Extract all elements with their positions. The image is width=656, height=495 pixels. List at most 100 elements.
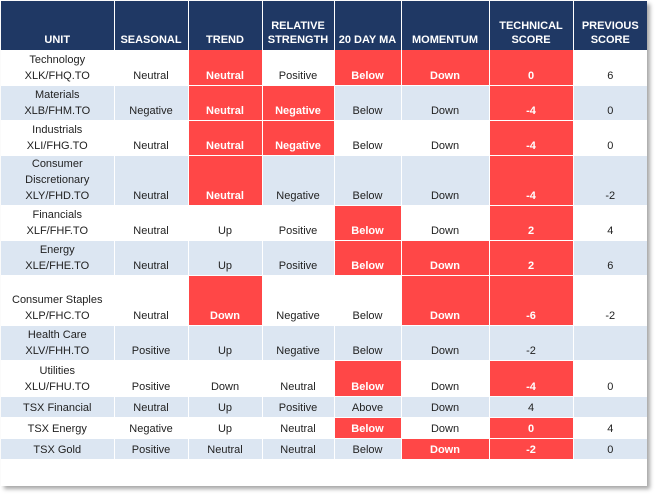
ma20-cell: Below (334, 120, 402, 156)
technical-score-cell: 0 (489, 50, 574, 86)
previous-score-cell: -2 (573, 155, 647, 206)
trend-cell: Up (188, 417, 263, 439)
relative-strength-cell: Negative (262, 155, 335, 206)
technical-score-cell: 2 (489, 240, 574, 276)
unit-line: TSX Energy (27, 422, 87, 435)
momentum-cell: Down (401, 120, 490, 156)
momentum-cell: Down (401, 396, 490, 418)
previous-score-cell: 0 (573, 120, 647, 156)
header-relative-strength: RELATIVE STRENGTH (262, 1, 335, 50)
header-trend: TREND (188, 1, 263, 50)
relative-strength-cell: Neutral (262, 417, 335, 439)
unit-cell: Materials XLB/FHM.TO (1, 85, 115, 121)
seasonal-cell: Neutral (114, 50, 189, 86)
header-technical-score: TECHNICAL SCORE (489, 1, 574, 50)
technical-score-cell: 0 (489, 417, 574, 439)
table-row: Industrials XLI/FHG.TO Neutral Neutral Negat… (1, 120, 647, 156)
momentum-cell: Down (401, 438, 490, 460)
table-row: Technology XLK/FHQ.TO Neutral Neutral Positi… (1, 50, 647, 86)
ma20-cell: Below (334, 360, 402, 397)
unit-line: XLP/FHC.TO (24, 309, 90, 322)
relative-strength-cell: Positive (262, 50, 335, 86)
technical-score-cell: -4 (489, 85, 574, 121)
unit-cell: Energy XLE/FHE.TO (1, 240, 115, 276)
header-20-day-ma: 20 DAY MA (334, 1, 402, 50)
seasonal-cell: Neutral (114, 155, 189, 206)
technical-score-table: UNIT SEASONAL TREND RELATIVE STRENGTH 20… (1, 1, 647, 460)
momentum-cell: Down (401, 85, 490, 121)
unit-line: Consumer Staples (12, 293, 103, 306)
previous-score-cell: 4 (573, 205, 647, 241)
unit-cell: Utilities XLU/FHU.TO (1, 360, 115, 397)
seasonal-cell: Neutral (114, 205, 189, 241)
technical-score-cell: 4 (489, 396, 574, 418)
seasonal-cell: Negative (114, 417, 189, 439)
unit-cell: Consumer Staples XLP/FHC.TO (1, 275, 115, 326)
relative-strength-cell: Neutral (262, 360, 335, 397)
unit-line: Industrials (32, 123, 83, 136)
momentum-cell: Down (401, 240, 490, 276)
table-row: TSX Energy Negative Up Neutral Below Down 0 4 (1, 417, 647, 439)
ma20-cell: Below (334, 325, 402, 361)
unit-cell: Health Care XLV/FHH.TO (1, 325, 115, 361)
unit-line: Financials (32, 208, 83, 221)
ma20-cell: Below (334, 155, 402, 206)
unit-cell: TSX Energy (1, 417, 115, 439)
table-row: Consumer Staples XLP/FHC.TO Neutral Down Neg… (1, 275, 647, 326)
unit-cell: Technology XLK/FHQ.TO (1, 50, 115, 86)
seasonal-cell: Neutral (114, 396, 189, 418)
seasonal-cell: Positive (114, 325, 189, 361)
previous-score-cell: -2 (573, 275, 647, 326)
relative-strength-cell: Positive (262, 240, 335, 276)
header-seasonal: SEASONAL (114, 1, 189, 50)
relative-strength-cell: Neutral (262, 438, 335, 460)
header-momentum: MOMENTUM (401, 1, 490, 50)
unit-line: TSX Gold (33, 443, 82, 456)
unit-line: XLB/FHM.TO (24, 104, 91, 117)
unit-cell: Financials XLF/FHF.TO (1, 205, 115, 241)
technical-score-cell: 2 (489, 205, 574, 241)
unit-line: Consumer (31, 157, 83, 170)
unit-line: Health Care (27, 328, 87, 341)
previous-score-cell (573, 325, 647, 361)
unit-line: TSX Financial (23, 401, 92, 414)
momentum-cell: Down (401, 360, 490, 397)
unit-line: XLK/FHQ.TO (24, 69, 90, 82)
seasonal-cell: Positive (114, 360, 189, 397)
trend-cell: Up (188, 396, 263, 418)
table-row: Health Care XLV/FHH.TO Positive Up Negative B… (1, 325, 647, 361)
unit-cell: TSX Gold (1, 438, 115, 460)
relative-strength-cell: Negative (262, 120, 335, 156)
seasonal-cell: Positive (114, 438, 189, 460)
momentum-cell: Down (401, 325, 490, 361)
unit-line: XLY/FHD.TO (25, 189, 90, 202)
header-previous-score: PREVIOUS SCORE (573, 1, 647, 50)
seasonal-cell: Neutral (114, 275, 189, 326)
momentum-cell: Down (401, 205, 490, 241)
trend-cell: Up (188, 325, 263, 361)
table-row: Financials XLF/FHF.TO Neutral Up Positive Bel… (1, 205, 647, 241)
header-row: UNIT SEASONAL TREND RELATIVE STRENGTH 20… (1, 1, 647, 50)
previous-score-cell: 0 (573, 85, 647, 121)
previous-score-cell: 4 (573, 417, 647, 439)
seasonal-cell: Neutral (114, 240, 189, 276)
unit-line: Energy (39, 243, 75, 256)
trend-cell: Down (188, 275, 263, 326)
ma20-cell: Below (334, 438, 402, 460)
ma20-cell: Below (334, 50, 402, 86)
trend-cell: Down (188, 360, 263, 397)
unit-line: XLV/FHH.TO (25, 344, 90, 357)
trend-cell: Up (188, 205, 263, 241)
unit-line: XLF/FHF.TO (26, 224, 89, 237)
technical-score-cell: -4 (489, 360, 574, 397)
seasonal-cell: Negative (114, 85, 189, 121)
momentum-cell: Down (401, 275, 490, 326)
unit-line: XLU/FHU.TO (24, 380, 90, 393)
relative-strength-cell: Positive (262, 396, 335, 418)
previous-score-cell: 6 (573, 50, 647, 86)
unit-cell: Industrials XLI/FHG.TO (1, 120, 115, 156)
unit-line: Materials (34, 88, 80, 101)
relative-strength-cell: Negative (262, 275, 335, 326)
previous-score-cell: 0 (573, 438, 647, 460)
relative-strength-cell: Negative (262, 85, 335, 121)
